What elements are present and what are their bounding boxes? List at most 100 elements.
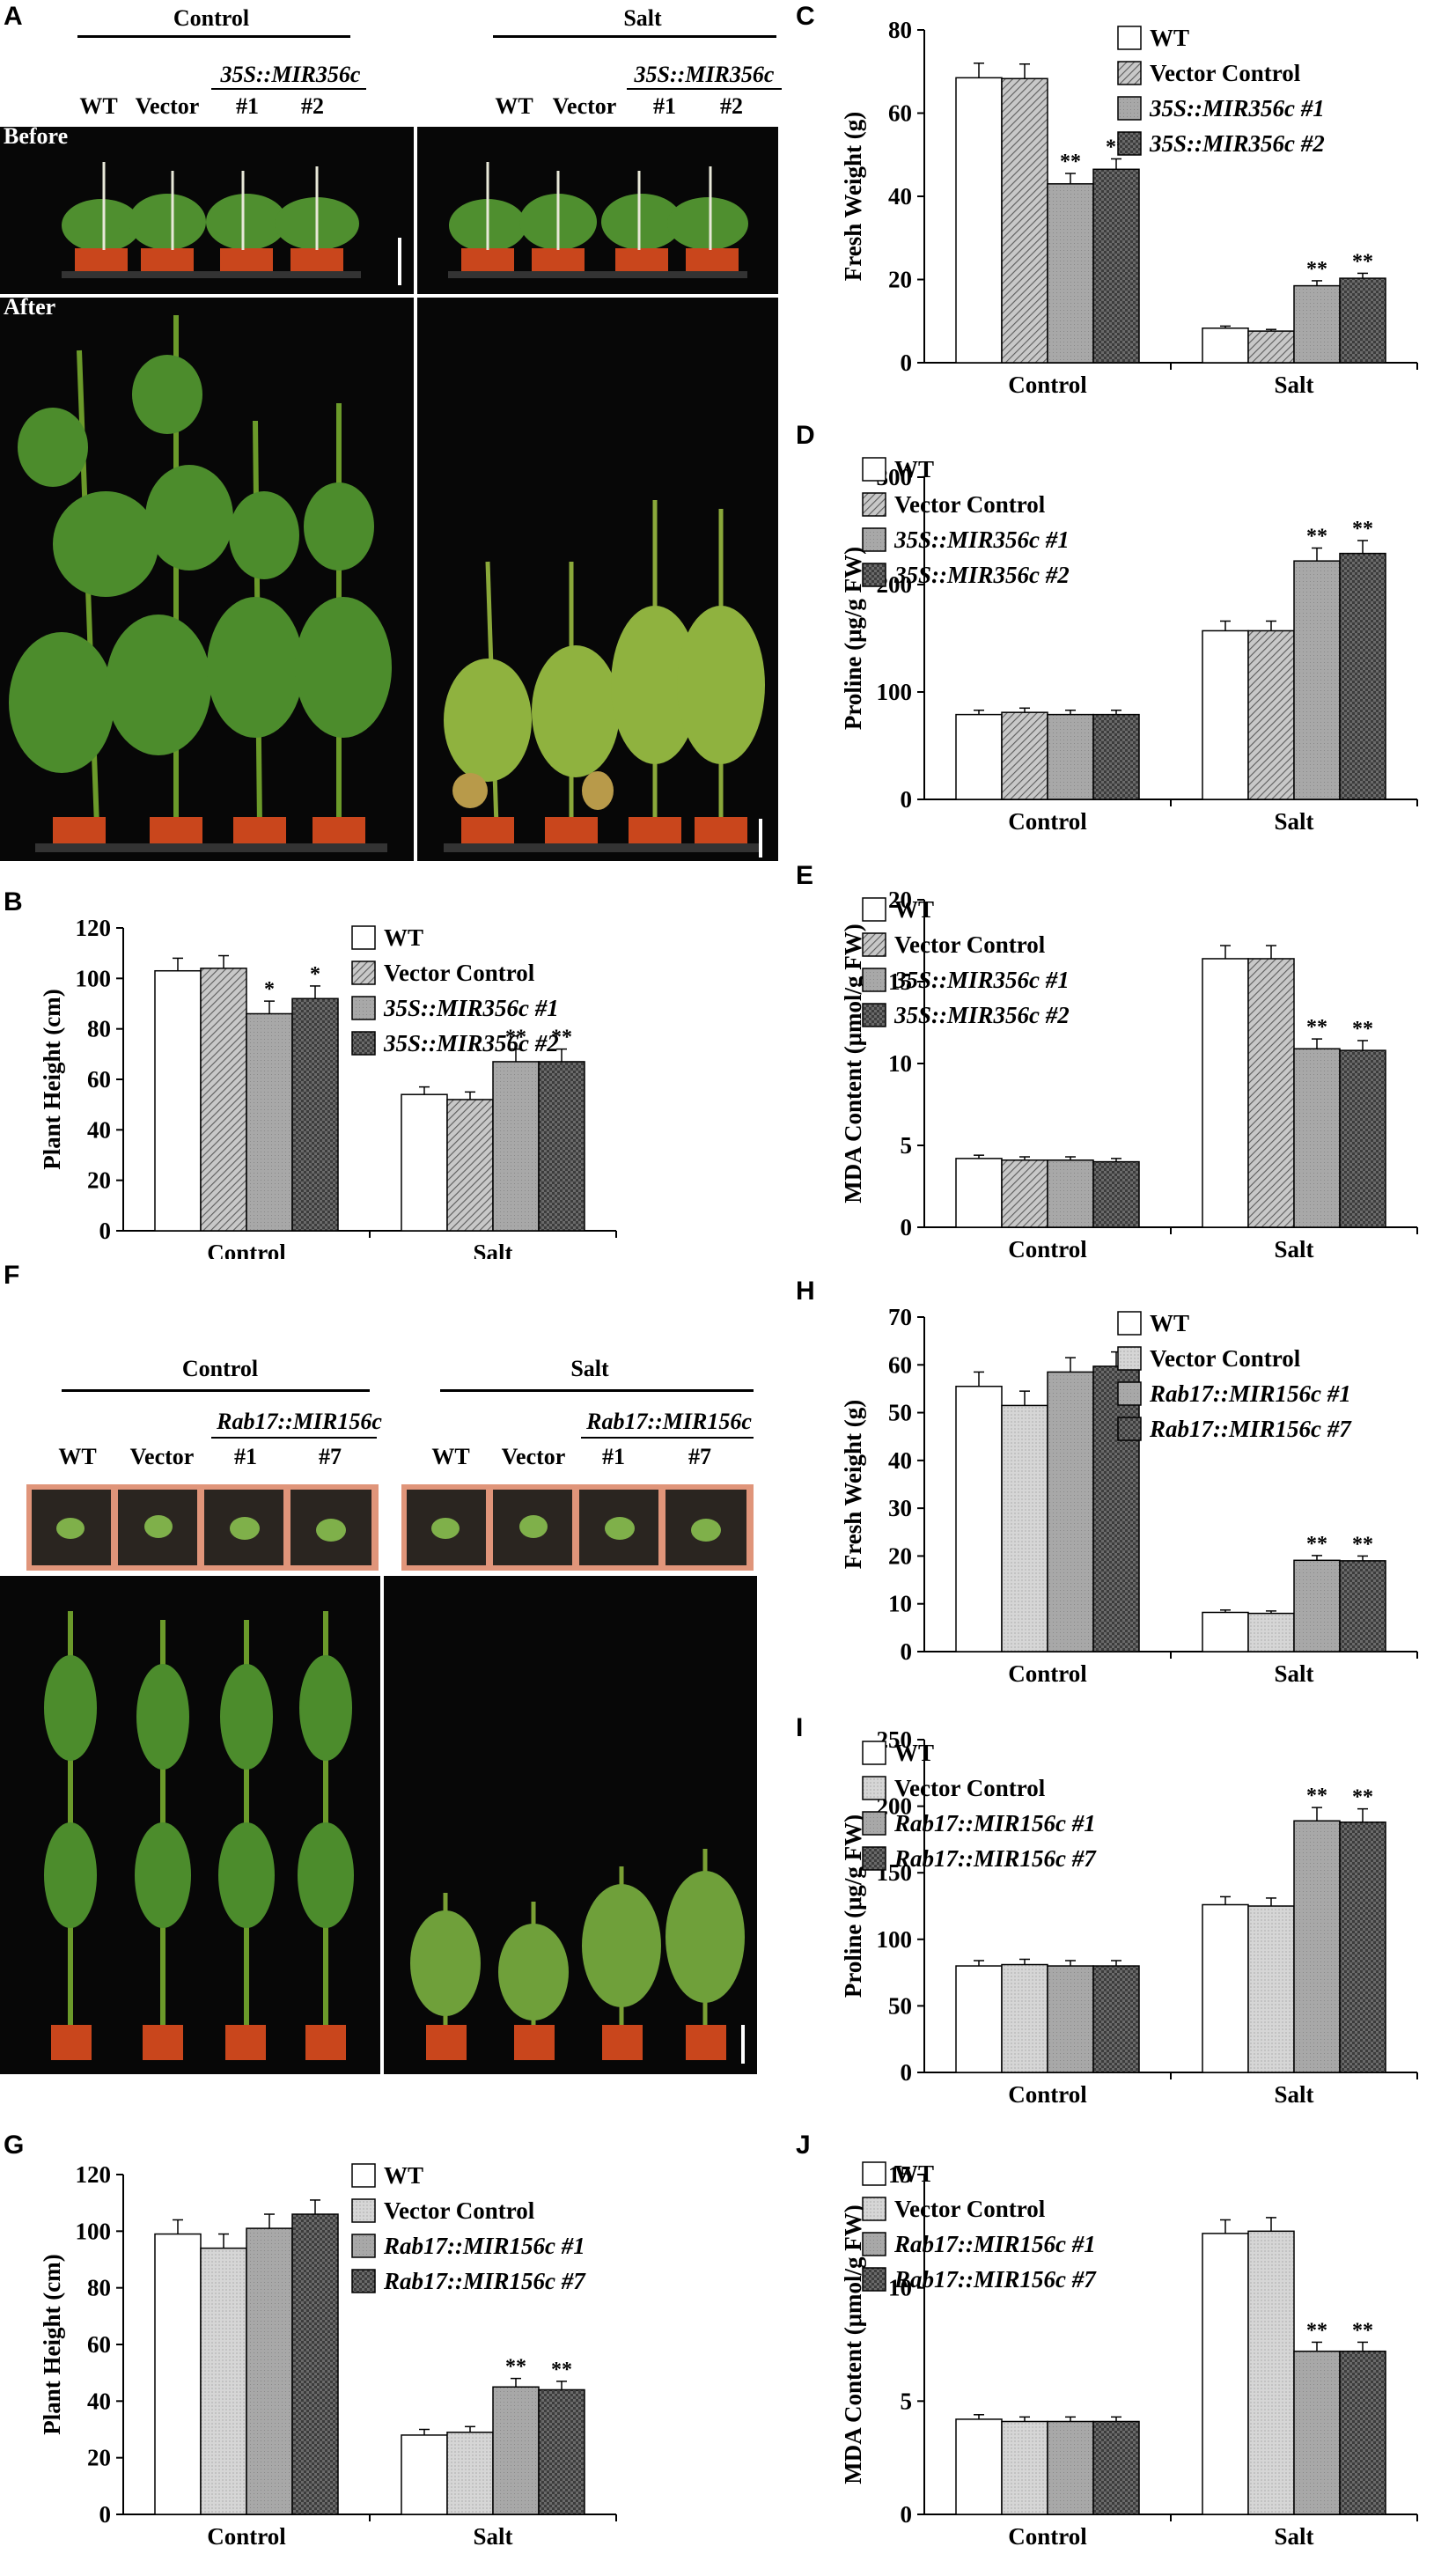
legend-swatch: [862, 1776, 886, 1800]
legend-label: WT: [384, 924, 423, 951]
photo-a-wt-left: WT: [79, 93, 118, 119]
legend-swatch: [862, 1741, 886, 1765]
bar: [1202, 2233, 1249, 2515]
photo-f-control-line: [62, 1389, 370, 1392]
bar: [955, 1158, 1003, 1228]
y-tick-label: 20: [888, 267, 912, 293]
y-axis-label: Fresh Weight (g): [840, 1400, 866, 1570]
legend-swatch: [862, 2267, 886, 2292]
legend-label: 35S::MIR356c #2: [893, 562, 1070, 588]
legend-label: 35S::MIR356c #2: [893, 1002, 1070, 1028]
photo-f-line1-left: #1: [234, 1444, 257, 1469]
bar: [1293, 2350, 1341, 2515]
bar: [446, 1099, 494, 1232]
x-category-label: Control: [1008, 372, 1087, 398]
y-tick-label: 10: [888, 2275, 912, 2301]
photo-a-line2-right: #2: [720, 93, 743, 119]
legend-label: Vector Control: [894, 931, 1046, 958]
bar: [154, 969, 202, 1232]
legend-swatch: [1117, 1311, 1142, 1336]
legend-swatch: [1117, 61, 1142, 85]
significance-mark: **: [1306, 1533, 1327, 1556]
legend-label: Vector Control: [894, 1775, 1046, 1801]
legend-label: 35S::MIR356c #1: [383, 995, 559, 1021]
photo-a-before-scalebar: [398, 238, 401, 285]
bar: [200, 2247, 247, 2515]
x-category-label: Control: [1008, 1236, 1087, 1262]
y-tick-label: 100: [877, 1926, 913, 1953]
bar: [1202, 328, 1249, 364]
significance-mark: **: [1060, 151, 1081, 173]
legend-swatch: [351, 2198, 376, 2223]
legend-label: Vector Control: [384, 2197, 535, 2224]
x-category-label: Control: [207, 1240, 286, 1259]
chart-b: 0 20 40 60 80 100 120 Plant Height (cm) Control *…: [39, 915, 617, 1259]
x-category-label: Salt: [1274, 1660, 1313, 1687]
legend-swatch: [862, 457, 886, 482]
bar: [1001, 77, 1048, 364]
x-category-label: Salt: [1274, 808, 1313, 835]
photo-f-grown-control: [0, 1576, 380, 2074]
legend-label: WT: [894, 456, 934, 482]
legend-label: Rab17::MIR156c #7: [1149, 1416, 1352, 1442]
bar: [1047, 1371, 1094, 1652]
y-tick-label: 15: [888, 2161, 912, 2188]
bar: [538, 1061, 585, 1232]
y-tick-label: 10: [888, 1050, 912, 1077]
legend-label: 35S::MIR356c #1: [1149, 95, 1325, 121]
panel-label-a: A: [4, 2, 23, 31]
legend-swatch: [862, 492, 886, 517]
legend-swatch: [862, 897, 886, 922]
legend-label: WT: [1150, 1310, 1189, 1336]
bar: [1001, 1404, 1048, 1652]
bar: [1001, 1159, 1048, 1228]
legend-swatch: [862, 932, 886, 957]
bar: [955, 1965, 1003, 2073]
y-axis-label: Proline (μg/g FW): [840, 1814, 866, 1998]
y-tick-label: 20: [888, 1542, 912, 1569]
panel-label-e: E: [796, 861, 814, 890]
y-tick-label: 0: [901, 2059, 913, 2086]
significance-mark: **: [1352, 250, 1373, 273]
bar: [1339, 552, 1386, 800]
legend-swatch: [351, 925, 376, 950]
photo-a-salt-label: Salt: [623, 5, 662, 31]
bar: [1092, 713, 1140, 800]
legend-swatch: [1117, 26, 1142, 50]
x-category-label: Salt: [473, 1240, 512, 1259]
y-tick-label: 0: [901, 1214, 913, 1240]
y-tick-label: 10: [888, 1591, 912, 1617]
bar: [1247, 629, 1295, 800]
y-tick-label: 120: [76, 915, 112, 941]
bar: [492, 2386, 540, 2515]
photo-a-transgene-right: 35S::MIR356c: [634, 62, 775, 87]
y-tick-label: 100: [877, 679, 913, 705]
legend-label: WT: [384, 2162, 423, 2189]
photo-a-line1-left: #1: [236, 93, 259, 119]
y-tick-label: 50: [888, 1400, 912, 1426]
legend-swatch: [862, 968, 886, 992]
photo-a-transgene-left: 35S::MIR356c: [220, 62, 361, 87]
x-category-label: Salt: [1274, 372, 1313, 398]
photo-a-transgene-line-right: [627, 88, 782, 90]
y-axis-label: Plant Height (cm): [39, 2254, 65, 2434]
bar: [446, 2431, 494, 2515]
y-axis-label: Proline (μg/g FW): [840, 547, 866, 730]
legend-label: Vector Control: [1150, 1345, 1301, 1372]
y-tick-label: 0: [901, 2501, 913, 2528]
bar: [1202, 1903, 1249, 2073]
photo-a-line2-left: #2: [301, 93, 324, 119]
legend-label: Vector Control: [894, 2196, 1046, 2222]
photo-f-seedlings-salt: [401, 1484, 754, 1571]
photo-f-salt-label: Salt: [570, 1356, 609, 1381]
legend-swatch: [1117, 131, 1142, 156]
legend-swatch: [351, 996, 376, 1020]
bar: [1092, 2420, 1140, 2515]
significance-mark: **: [1306, 1785, 1327, 1807]
bar: [1247, 958, 1295, 1228]
x-category-label: Control: [1008, 2081, 1087, 2108]
photo-a-wt-right: WT: [495, 93, 533, 119]
legend-label: 35S::MIR356c #1: [893, 526, 1070, 553]
